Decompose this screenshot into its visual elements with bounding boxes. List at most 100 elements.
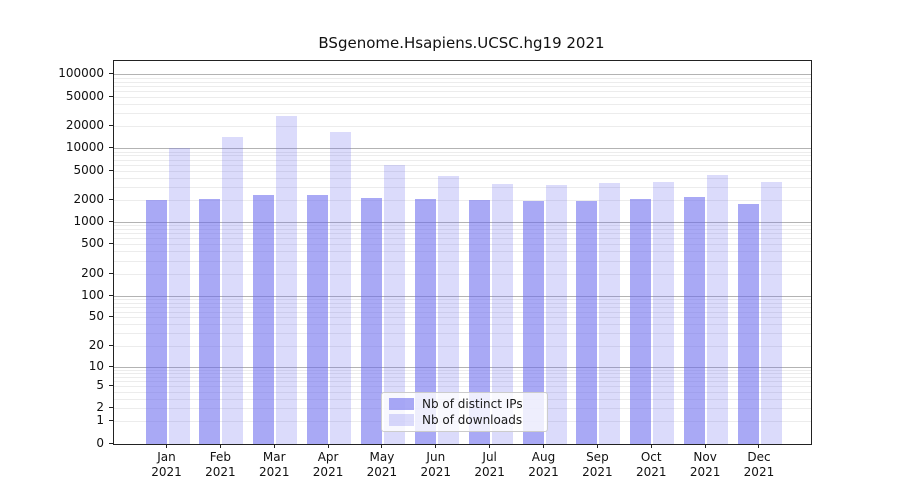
minor-gridline: [114, 306, 811, 308]
bar-nb-of-downloads-jun: [437, 175, 459, 444]
minor-gridline: [114, 186, 811, 188]
bar-nb-of-distinct-ips-may: [360, 198, 382, 444]
minor-gridline: [114, 126, 811, 128]
minor-gridline: [114, 229, 811, 231]
minor-gridline: [114, 369, 811, 371]
minor-gridline: [114, 273, 811, 275]
minor-gridline: [114, 96, 811, 98]
x-tick-label: Jul 2021: [462, 450, 518, 480]
x-tick-month: Mar: [262, 450, 286, 464]
x-tick-month: Dec: [747, 450, 771, 464]
x-tick-month: Sep: [586, 450, 609, 464]
y-tick-mark: [109, 407, 113, 409]
x-tick-month: May: [369, 450, 395, 464]
y-tick-mark: [109, 294, 113, 296]
minor-gridline: [114, 177, 811, 179]
x-tick-mark: [758, 444, 760, 448]
minor-gridline: [114, 345, 811, 347]
y-tick-label: 100000: [58, 66, 104, 81]
y-tick-mark: [109, 344, 113, 346]
y-tick-label: 5000: [73, 162, 104, 177]
x-tick-mark: [273, 444, 275, 448]
x-tick-month: Oct: [640, 450, 662, 464]
y-tick-mark: [109, 125, 113, 127]
minor-gridline: [114, 225, 811, 227]
y-tick-mark: [109, 147, 113, 149]
minor-gridline: [114, 298, 811, 300]
minor-gridline: [114, 260, 811, 262]
x-tick-mark: [381, 444, 383, 448]
y-tick-mark: [109, 198, 113, 200]
x-tick-mark: [219, 444, 221, 448]
bar-nb-of-downloads-jan: [168, 148, 190, 444]
bar-nb-of-distinct-ips-jan: [145, 199, 167, 444]
x-tick-month: Jan: [157, 450, 176, 464]
x-tick-label: Sep 2021: [569, 450, 625, 480]
minor-gridline: [114, 77, 811, 79]
y-tick-label: 50000: [65, 88, 104, 103]
minor-gridline: [114, 386, 811, 388]
x-tick-month: Nov: [693, 450, 717, 464]
x-tick-year: 2021: [689, 465, 721, 479]
x-tick-month: Feb: [209, 450, 231, 464]
y-tick-label: 100: [81, 287, 104, 302]
minor-gridline: [114, 103, 811, 105]
x-tick-label: May 2021: [354, 450, 410, 480]
minor-gridline: [114, 381, 811, 383]
y-tick-label: 50: [88, 309, 104, 324]
bar-nb-of-downloads-dec: [760, 182, 782, 444]
y-tick-label: 2000: [73, 191, 104, 206]
x-tick-mark: [489, 444, 491, 448]
x-tick-label: Dec 2021: [731, 450, 787, 480]
x-tick-year: 2021: [366, 465, 398, 479]
major-gridline: [114, 222, 811, 224]
major-gridline: [114, 295, 811, 297]
bar-nb-of-distinct-ips-jun: [414, 198, 436, 444]
x-tick-mark: [543, 444, 545, 448]
x-tick-month: Jun: [426, 450, 446, 464]
y-tick-label: 10000: [65, 140, 104, 155]
x-tick-month: Jul: [482, 450, 497, 464]
y-tick-mark: [109, 73, 113, 75]
minor-gridline: [114, 170, 811, 172]
y-tick-mark: [109, 221, 113, 223]
bar-nb-of-distinct-ips-sep: [576, 201, 598, 444]
x-tick-year: 2021: [312, 465, 344, 479]
bar-nb-of-downloads-nov: [707, 175, 729, 444]
minor-gridline: [114, 81, 811, 83]
bar-nb-of-distinct-ips-apr: [307, 195, 329, 444]
y-tick-label: 200: [81, 265, 104, 280]
bar-nb-of-downloads-sep: [599, 183, 621, 444]
minor-gridline: [114, 251, 811, 253]
x-tick-month: Apr: [317, 450, 339, 464]
legend-label: Nb of downloads: [422, 413, 523, 427]
x-tick-label: Aug 2021: [516, 450, 572, 480]
bar-nb-of-distinct-ips-jul: [468, 200, 490, 444]
legend-swatch: [389, 414, 414, 426]
y-tick-label: 2: [96, 400, 104, 415]
y-tick-label: 1000: [73, 214, 104, 229]
x-tick-year: 2021: [151, 465, 182, 479]
x-tick-year: 2021: [743, 465, 775, 479]
x-tick-label: Nov 2021: [677, 450, 733, 480]
legend-row: Nb of downloads: [389, 412, 540, 428]
bar-nb-of-distinct-ips-feb: [199, 198, 221, 444]
x-tick-month: Aug: [531, 450, 556, 464]
y-tick-label: 5: [96, 378, 104, 393]
bar-nb-of-downloads-aug: [545, 185, 567, 444]
bar-nb-of-distinct-ips-dec: [737, 203, 759, 444]
x-tick-label: Mar 2021: [246, 450, 302, 480]
chart-title: BSgenome.Hsapiens.UCSC.hg19 2021: [318, 34, 605, 52]
x-tick-year: 2021: [420, 465, 452, 479]
x-tick-mark: [704, 444, 706, 448]
minor-gridline: [114, 376, 811, 378]
y-tick-label: 1: [96, 413, 104, 428]
bar-nb-of-distinct-ips-nov: [684, 197, 706, 444]
x-tick-mark: [596, 444, 598, 448]
x-tick-mark: [166, 444, 167, 448]
y-tick-label: 20000: [65, 118, 104, 133]
x-tick-mark: [650, 444, 652, 448]
bar-nb-of-distinct-ips-oct: [630, 198, 652, 444]
major-gridline: [114, 148, 811, 150]
minor-gridline: [114, 90, 811, 92]
